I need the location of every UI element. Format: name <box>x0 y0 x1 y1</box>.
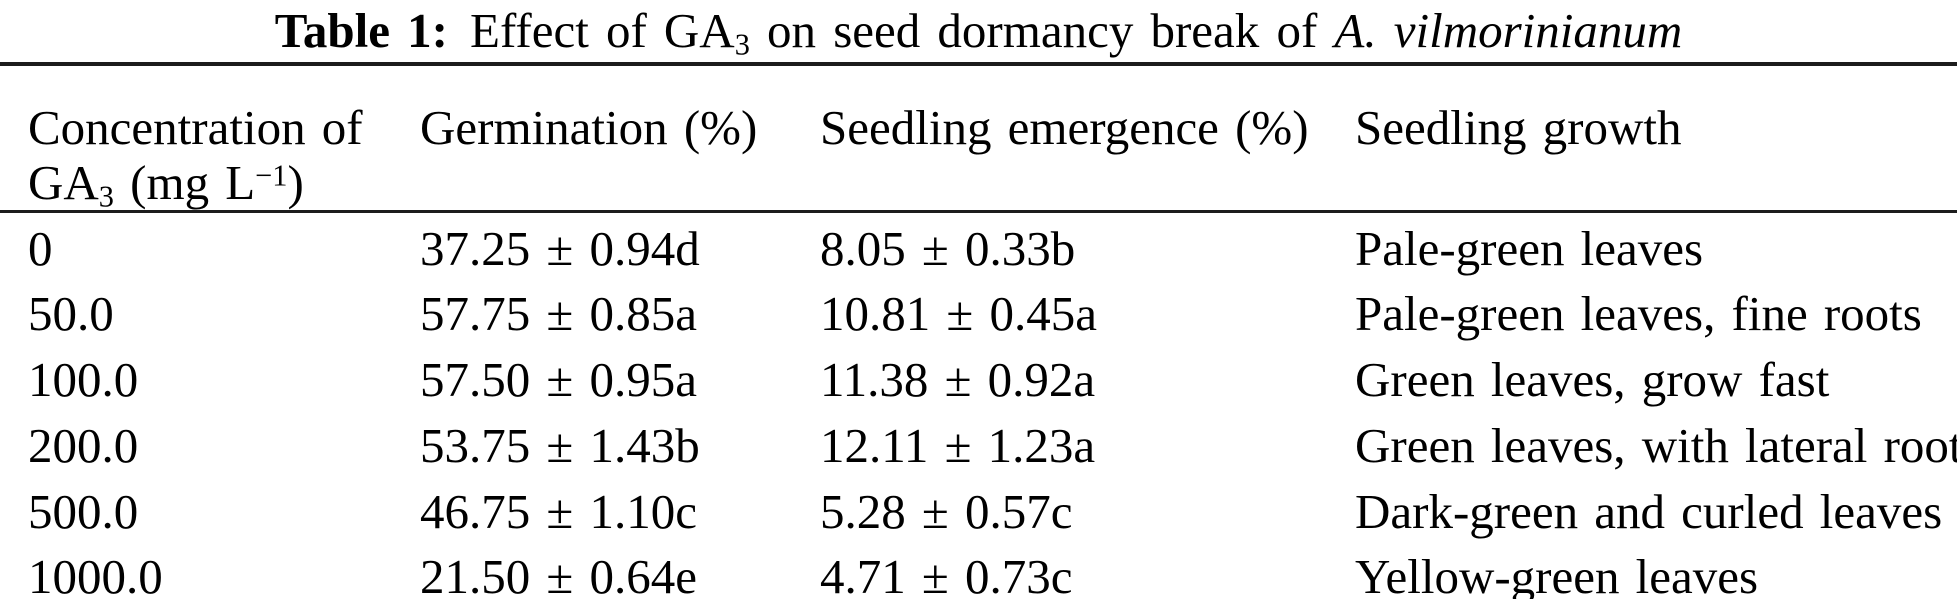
data-table: Concentration of GA3 (mg L−1) Germinatio… <box>0 62 1957 599</box>
cell-emergence: 8.05 ± 0.33b <box>820 220 1076 276</box>
table-header: Concentration of GA3 (mg L−1) Germinatio… <box>0 64 1957 214</box>
table-row: 500.0 46.75 ± 1.10c 5.28 ± 0.57c Dark-gr… <box>0 476 1957 542</box>
header-row: Concentration of GA3 (mg L−1) Germinatio… <box>0 64 1957 214</box>
cell-concentration: 100.0 <box>28 352 139 407</box>
table-caption-label: Table 1: <box>274 3 448 58</box>
cell-concentration: 50.0 <box>28 286 114 341</box>
table-caption-subscript: 3 <box>734 27 750 62</box>
cell-germination: 21.50 ± 0.64e <box>420 549 697 599</box>
cell-emergence: 5.28 ± 0.57c <box>820 484 1073 539</box>
cell-growth: Dark-green and curled leaves <box>1355 484 1943 539</box>
table-row: 50.0 57.75 ± 0.85a 10.81 ± 0.45a Pale-gr… <box>0 278 1957 344</box>
cell-emergence: 12.11 ± 1.23a <box>820 418 1096 473</box>
table-caption-species: A. vilmorinianum <box>1334 3 1683 58</box>
cell-growth: Yellow-green leaves <box>1355 549 1759 599</box>
cell-growth: Green leaves, with lateral roots <box>1355 418 1957 473</box>
table-caption-text-mid: on seed dormancy break of <box>749 3 1335 58</box>
cell-germination: 53.75 ± 1.43b <box>420 418 700 473</box>
table-row: 200.0 53.75 ± 1.43b 12.11 ± 1.23a Green … <box>0 410 1957 476</box>
cell-germination: 57.75 ± 0.85a <box>420 286 697 341</box>
col-header-concentration-superscript: −1 <box>255 158 288 193</box>
cell-germination: 57.50 ± 0.95a <box>420 352 697 407</box>
table-body: 0 37.25 ± 0.94d 8.05 ± 0.33b Pale-green … <box>0 212 1957 599</box>
table-caption-text-pre: Effect of GA <box>470 3 735 58</box>
cell-germination: 46.75 ± 1.10c <box>420 484 697 539</box>
cell-emergence: 4.71 ± 0.73c <box>820 549 1073 599</box>
col-header-emergence: Seedling emergence (%) <box>820 64 1355 213</box>
col-header-concentration-subscript: 3 <box>98 179 114 214</box>
table-row: 1000.0 21.50 ± 0.64e 4.71 ± 0.73c Yellow… <box>0 542 1957 599</box>
col-header-concentration-line2-mid: (mg L <box>113 155 256 210</box>
table-row: 0 37.25 ± 0.94d 8.05 ± 0.33b Pale-green … <box>0 212 1957 278</box>
cell-concentration: 0 <box>28 220 53 276</box>
col-header-concentration: Concentration of GA3 (mg L−1) <box>0 64 420 214</box>
table-row: 100.0 57.50 ± 0.95a 11.38 ± 0.92a Green … <box>0 344 1957 410</box>
col-header-growth: Seedling growth <box>1355 64 1957 213</box>
cell-growth: Pale-green leaves, fine roots <box>1355 286 1922 341</box>
cell-growth: Green leaves, grow fast <box>1355 352 1830 407</box>
col-header-concentration-line2-pre: GA <box>28 155 99 210</box>
cell-concentration: 500.0 <box>28 484 139 539</box>
col-header-concentration-line1: Concentration of <box>28 100 363 155</box>
col-header-concentration-line2-end: ) <box>287 155 304 210</box>
col-header-germination: Germination (%) <box>420 64 820 213</box>
table-caption: Table 1: Effect of GA3 on seed dormancy b… <box>0 0 1957 62</box>
cell-emergence: 11.38 ± 0.92a <box>820 352 1096 407</box>
cell-germination: 37.25 ± 0.94d <box>420 220 700 276</box>
cell-concentration: 1000.0 <box>28 549 163 599</box>
cell-concentration: 200.0 <box>28 418 139 473</box>
cell-growth: Pale-green leaves <box>1355 220 1704 276</box>
cell-emergence: 10.81 ± 0.45a <box>820 286 1097 341</box>
